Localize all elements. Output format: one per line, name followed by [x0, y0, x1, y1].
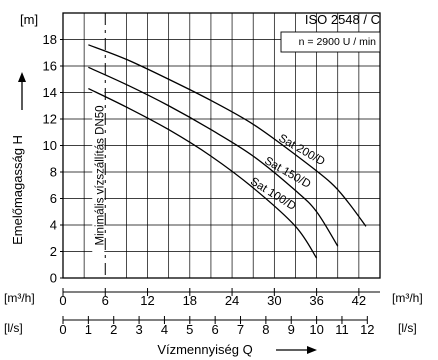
x-tick-label-ls: 2 — [110, 322, 117, 337]
x-tick-label-ls: 10 — [309, 322, 323, 337]
curve-sat-200-d — [88, 44, 367, 227]
x-axis-arrow-head — [307, 346, 317, 354]
x-tick-label-ls: 5 — [186, 322, 193, 337]
speed-label-box — [280, 31, 381, 53]
curve-sat-100-d — [88, 87, 318, 259]
min-flow-label-bg — [92, 80, 105, 271]
x-axis-label: Vízmennyiség Q — [157, 342, 252, 357]
x-tick-label-ls: 6 — [212, 322, 219, 337]
x-tick-label-ls: 7 — [237, 322, 244, 337]
x-tick-label-m3h: 24 — [225, 293, 239, 308]
y-tick-label: 18 — [43, 32, 57, 47]
x-tick-label-m3h: 30 — [267, 293, 281, 308]
x-tick-label-ls: 0 — [59, 322, 66, 337]
y-axis-label: Emelőmagasság H — [10, 135, 25, 245]
x-unit-m3h-right: [m³/h] — [392, 291, 423, 305]
min-flow-label: Minimális vízszállítás DN50 — [94, 106, 106, 246]
curve-sat-150-d — [88, 66, 339, 247]
x-tick-label-m3h: 0 — [59, 293, 66, 308]
speed-label: n = 2900 U / min — [299, 36, 376, 48]
x-tick-label-m3h: 6 — [102, 293, 109, 308]
y-axis-title: Emelőmagasság H — [10, 72, 26, 245]
x-tick-label-m3h: 12 — [140, 293, 154, 308]
x-tick-label-ls: 9 — [288, 322, 295, 337]
x-tick-label-ls: 11 — [335, 322, 349, 337]
y-tick-label: 10 — [43, 138, 57, 153]
y-tick-label: 14 — [43, 85, 57, 100]
x-tick-label-ls: 8 — [262, 322, 269, 337]
x-axis-title: Vízmennyiség Q — [157, 342, 317, 357]
standard-label: ISO 2548 / C — [305, 12, 380, 27]
y-tick-label: 2 — [50, 244, 57, 259]
x-tick-label-m3h: 18 — [183, 293, 197, 308]
x-unit-m3h-left: [m³/h] — [4, 291, 35, 305]
y-tick-label: 16 — [43, 59, 57, 74]
y-unit-label: [m] — [20, 12, 38, 27]
x-tick-label-ls: 12 — [360, 322, 374, 337]
x-tick-label-m3h: 42 — [352, 293, 366, 308]
y-tick-label: 4 — [50, 218, 57, 233]
y-tick-label: 0 — [50, 271, 57, 286]
y-axis-arrow-head — [18, 72, 26, 82]
x-tick-label-m3h: 36 — [309, 293, 323, 308]
x-tick-label-ls: 3 — [135, 322, 142, 337]
x-tick-label-ls: 4 — [161, 322, 168, 337]
x-unit-ls-right: [l/s] — [398, 321, 417, 335]
x-tick-label-ls: 1 — [85, 322, 92, 337]
y-tick-label: 6 — [50, 191, 57, 206]
x-unit-ls-left: [l/s] — [4, 321, 23, 335]
y-tick-label: 12 — [43, 112, 57, 127]
y-tick-label: 8 — [50, 165, 57, 180]
